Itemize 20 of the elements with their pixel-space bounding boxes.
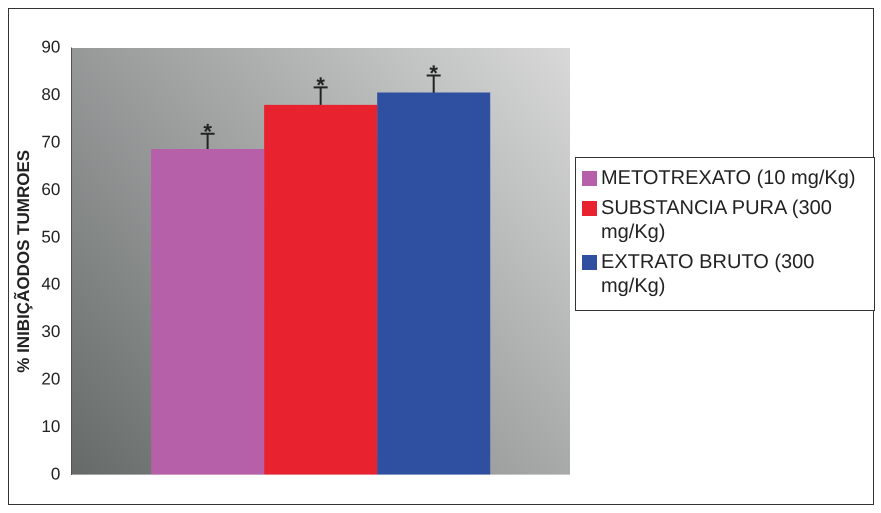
y-tick-label: 80 xyxy=(41,85,60,104)
y-tick-label: 50 xyxy=(41,227,60,246)
bar xyxy=(377,92,490,475)
bar xyxy=(151,148,264,475)
y-tick-label: 0 xyxy=(50,464,60,484)
y-tick-label: 60 xyxy=(41,180,60,199)
legend-label: EXTRATO BRUTO (300 mg/Kg) xyxy=(601,250,816,298)
legend-label: METOTREXATO (10 mg/Kg) xyxy=(601,166,856,190)
y-tick-label: 40 xyxy=(41,274,60,294)
y-tick-label: 30 xyxy=(41,322,60,342)
annotation: * xyxy=(316,72,326,98)
y-axis-title: % INIBIÇÃODOS TUMROES xyxy=(12,150,33,373)
y-tick-label: 90 xyxy=(41,38,60,57)
bar xyxy=(264,104,378,475)
y-tick-label: 20 xyxy=(41,369,60,388)
y-tick-label: 10 xyxy=(41,416,60,436)
annotation: * xyxy=(203,118,212,144)
y-tick-label: 70 xyxy=(41,132,60,152)
annotation: * xyxy=(429,60,438,86)
legend-label: SUBSTANCIA PURA (300 mg/Kg) xyxy=(601,196,833,244)
